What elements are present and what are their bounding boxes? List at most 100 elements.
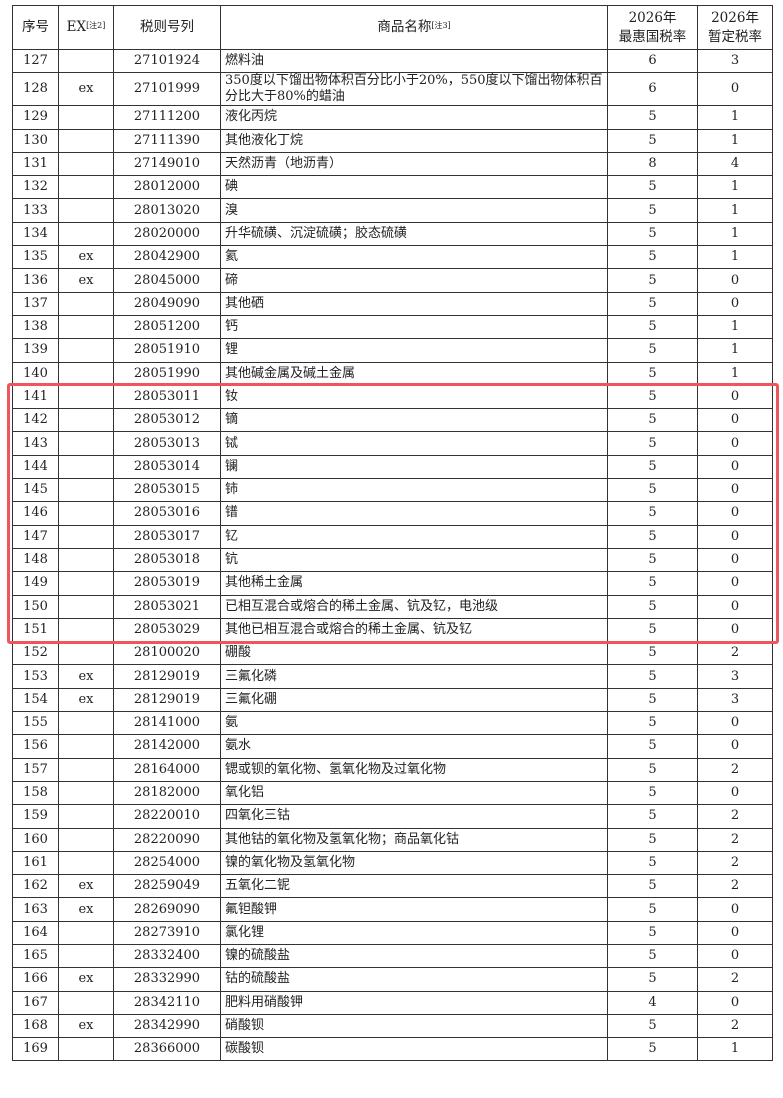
provisional-rate-cell: 2: [697, 827, 773, 852]
seq-cell: 162: [12, 874, 59, 899]
seq-cell: 133: [12, 198, 59, 223]
mfn-rate-cell: 5: [607, 478, 698, 503]
table-row: 145 28053015 铈 5 0: [12, 478, 773, 503]
mfn-rate-cell: 5: [607, 850, 698, 876]
name-cell: 锂: [220, 338, 608, 363]
ex-cell: [58, 990, 114, 1015]
provisional-rate-cell: 3: [697, 664, 773, 689]
tariff-table: 序号 EX[注2] 税则号列 商品名称[注3] 2026年 最惠国税率 2026年…: [12, 5, 773, 1062]
seq-cell: 142: [12, 408, 59, 433]
name-cell: 其他稀土金属: [220, 571, 608, 596]
seq-cell: 146: [12, 501, 59, 526]
code-cell: 28053013: [113, 431, 221, 456]
mfn-rate-cell: 5: [607, 245, 698, 270]
code-cell: 28053012: [113, 408, 221, 433]
name-cell: 其他已相互混合或熔合的稀土金属、钪及钇: [220, 617, 608, 643]
header-name: 商品名称[注3]: [220, 5, 608, 50]
table-row: 160 28220090 其他钴的氧化物及氢氧化物；商品氧化钴 5 2: [12, 827, 773, 852]
name-cell: 镍的硫酸盐: [220, 943, 608, 969]
table-row: 149 28053019 其他稀土金属 5 0: [12, 571, 773, 596]
seq-cell: 137: [12, 291, 59, 316]
ex-cell: ex: [58, 72, 114, 107]
name-cell: 燃料油: [220, 48, 608, 74]
name-cell: 三氟化硼: [220, 687, 608, 713]
mfn-rate-cell: 5: [607, 314, 698, 340]
table-row: 129 27111200 液化丙烷 5 1: [12, 105, 773, 130]
mfn-rate-cell: 5: [607, 1013, 698, 1039]
seq-cell: 164: [12, 920, 59, 945]
ex-cell: ex: [58, 874, 114, 899]
name-cell: 钕: [220, 384, 608, 410]
provisional-rate-cell: 0: [697, 920, 773, 945]
header-ex: EX[注2]: [58, 5, 114, 50]
code-cell: 28273910: [113, 920, 221, 945]
provisional-rate-cell: 1: [697, 105, 773, 130]
code-cell: 28182000: [113, 780, 221, 806]
code-cell: 27101924: [113, 48, 221, 74]
code-cell: 28342110: [113, 990, 221, 1015]
code-cell: 28053014: [113, 454, 221, 480]
code-cell: 28259049: [113, 874, 221, 899]
name-cell: 氦: [220, 245, 608, 270]
table-row: 132 28012000 碘 5 1: [12, 175, 773, 200]
seq-cell: 136: [12, 268, 59, 293]
table-row: 139 28051910 锂 5 1: [12, 338, 773, 363]
seq-cell: 145: [12, 478, 59, 503]
name-cell: 钪: [220, 547, 608, 573]
provisional-rate-cell: 1: [697, 128, 773, 153]
name-cell: 氨水: [220, 734, 608, 759]
code-cell: 28053011: [113, 384, 221, 410]
code-cell: 28129019: [113, 687, 221, 713]
ex-cell: ex: [58, 268, 114, 293]
table-row: 167 28342110 肥料用硝酸钾 4 0: [12, 990, 773, 1015]
code-cell: 28220090: [113, 827, 221, 852]
table-row: 153 ex 28129019 三氟化磷 5 3: [12, 664, 773, 689]
mfn-rate-cell: 5: [607, 454, 698, 480]
header-ex-note: [注2]: [86, 21, 106, 30]
seq-cell: 148: [12, 547, 59, 573]
header-mfn-line2: 最惠国税率: [618, 28, 687, 45]
name-cell: 镍的氧化物及氢氧化物: [220, 850, 608, 876]
header-mfn-rate: 2026年最惠国税率: [607, 5, 698, 50]
table-row: 140 28051990 其他碱金属及碱土金属 5 1: [12, 361, 773, 386]
provisional-rate-cell: 2: [697, 757, 773, 782]
table-row: 143 28053013 铽 5 0: [12, 431, 773, 456]
code-cell: 28042900: [113, 245, 221, 270]
code-cell: 27101999: [113, 72, 221, 107]
provisional-rate-cell: 2: [697, 874, 773, 899]
table-row: 169 28366000 碳酸钡 5 1: [12, 1037, 773, 1062]
ex-cell: [58, 48, 114, 74]
ex-cell: ex: [58, 897, 114, 922]
table-row: 127 27101924 燃料油 6 3: [12, 48, 773, 74]
header-mfn-line1: 2026年: [628, 9, 677, 26]
mfn-rate-cell: 4: [607, 990, 698, 1015]
name-cell: 350度以下馏出物体积百分比小于20%，550度以下馏出物体积百分比大于80%的…: [220, 72, 608, 107]
code-cell: 28012000: [113, 175, 221, 200]
code-cell: 27111390: [113, 128, 221, 153]
ex-cell: ex: [58, 687, 114, 713]
ex-cell: [58, 850, 114, 876]
provisional-rate-cell: 1: [697, 361, 773, 386]
name-cell: 升华硫磺、沉淀硫磺；胶态硫磺: [220, 221, 608, 247]
ex-cell: [58, 128, 114, 153]
name-cell: 硝酸钡: [220, 1013, 608, 1039]
code-cell: 28142000: [113, 734, 221, 759]
mfn-rate-cell: 5: [607, 571, 698, 596]
mfn-rate-cell: 5: [607, 967, 698, 992]
ex-cell: [58, 943, 114, 969]
table-row: 152 28100020 硼酸 5 2: [12, 641, 773, 666]
table-row: 154 ex 28129019 三氟化硼 5 3: [12, 687, 773, 713]
name-cell: 钇: [220, 524, 608, 549]
table-row: 135 ex 28042900 氦 5 1: [12, 245, 773, 270]
provisional-rate-cell: 1: [697, 221, 773, 247]
name-cell: 硼酸: [220, 641, 608, 666]
code-cell: 27111200: [113, 105, 221, 130]
mfn-rate-cell: 5: [607, 897, 698, 922]
code-cell: 28100020: [113, 641, 221, 666]
mfn-rate-cell: 5: [607, 827, 698, 852]
code-cell: 28013020: [113, 198, 221, 223]
provisional-rate-cell: 2: [697, 967, 773, 992]
ex-cell: [58, 175, 114, 200]
provisional-rate-cell: 0: [697, 384, 773, 410]
provisional-rate-cell: 0: [697, 431, 773, 456]
